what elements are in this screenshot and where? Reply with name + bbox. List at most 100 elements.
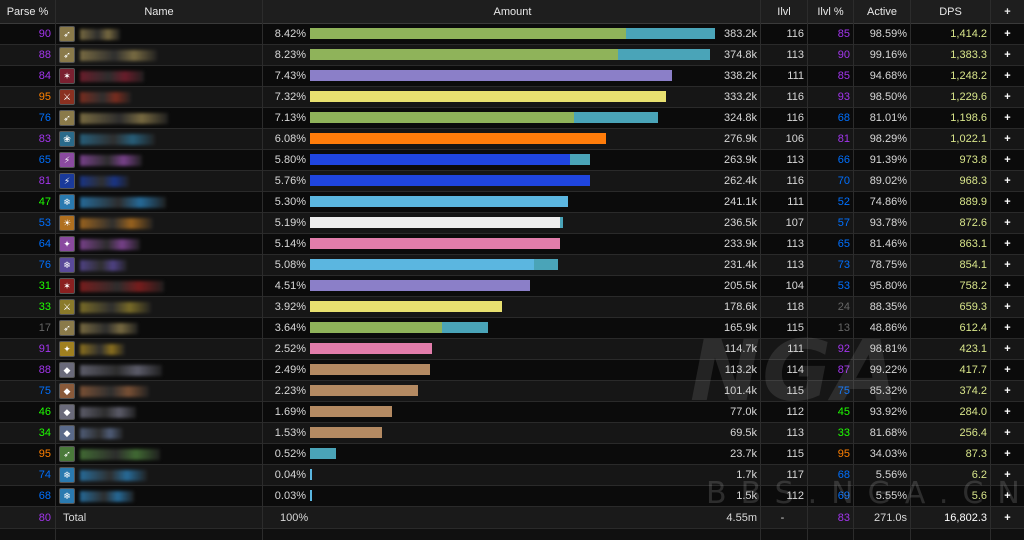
table-row[interactable]: 74 ❄ 0.04% 1.7k 117 68 5.56% 6.2 +	[0, 465, 1024, 486]
add-button[interactable]: +	[1004, 469, 1011, 481]
amount-bar	[310, 486, 715, 506]
amount-percent: 5.14%	[274, 238, 306, 250]
amount-value: 324.8k	[723, 112, 757, 124]
add-button[interactable]: +	[1004, 364, 1011, 376]
table-row[interactable]: 64 ✦ 5.14% 233.9k 113 65 81.46% 863.1 +	[0, 234, 1024, 255]
header-active[interactable]: Active	[867, 5, 897, 18]
add-button[interactable]: +	[1004, 238, 1011, 250]
player-name[interactable]: ❄	[56, 192, 262, 212]
add-button[interactable]: +	[1004, 91, 1011, 103]
add-button[interactable]: +	[1004, 490, 1011, 502]
add-button[interactable]: +	[1004, 49, 1011, 61]
player-name[interactable]: ◆	[56, 360, 262, 380]
table-row[interactable]: 76 ❄ 5.08% 231.4k 113 73 78.75% 854.1 +	[0, 255, 1024, 276]
add-button[interactable]: +	[1004, 259, 1011, 271]
player-name[interactable]: ❄	[56, 465, 262, 485]
add-button[interactable]: +	[1004, 280, 1011, 292]
table-row[interactable]: 34 ◆ 1.53% 69.5k 113 33 81.68% 256.4 +	[0, 423, 1024, 444]
add-button[interactable]: +	[1004, 322, 1011, 334]
player-name[interactable]: ➶	[56, 45, 262, 65]
add-button[interactable]: +	[1004, 301, 1011, 313]
amount-value: 262.4k	[723, 175, 757, 187]
player-name[interactable]: ➶	[56, 444, 262, 464]
table-row[interactable]: 65 ⚡ 5.80% 263.9k 113 66 91.39% 973.8 +	[0, 150, 1024, 171]
player-name[interactable]: ❄	[56, 486, 262, 506]
add-button[interactable]: +	[1004, 133, 1011, 145]
player-name[interactable]: ✦	[56, 339, 262, 359]
player-name[interactable]: ✶	[56, 66, 262, 86]
add-button[interactable]: +	[1004, 217, 1011, 229]
table-row[interactable]: 68 ❄ 0.03% 1.5k 112 69 5.55% 5.6 +	[0, 486, 1024, 507]
player-name[interactable]: ◆	[56, 402, 262, 422]
parse-percent: 83	[38, 133, 51, 145]
total-dps: 16,802.3	[944, 511, 987, 524]
player-name[interactable]: ➶	[56, 108, 262, 128]
table-row[interactable]: 91 ✦ 2.52% 114.7k 111 92 98.81% 423.1 +	[0, 339, 1024, 360]
add-button[interactable]: +	[1004, 448, 1011, 460]
add-button[interactable]: +	[1004, 175, 1011, 187]
header-name[interactable]: Name	[144, 5, 174, 18]
amount-bar-main	[310, 280, 530, 291]
header-parse[interactable]: Parse %	[6, 5, 49, 18]
player-name[interactable]: ❀	[56, 129, 262, 149]
player-name[interactable]: ➶	[56, 318, 262, 338]
table-row[interactable]: 95 ➶ 0.52% 23.7k 115 95 34.03% 87.3 +	[0, 444, 1024, 465]
table-row[interactable]: 53 ☀ 5.19% 236.5k 107 57 93.78% 872.6 +	[0, 213, 1024, 234]
player-name[interactable]: ✦	[56, 234, 262, 254]
table-row[interactable]: 75 ◆ 2.23% 101.4k 115 75 85.32% 374.2 +	[0, 381, 1024, 402]
amount-bar-pet	[618, 49, 710, 60]
table-row[interactable]: 46 ◆ 1.69% 77.0k 112 45 93.92% 284.0 +	[0, 402, 1024, 423]
table-row[interactable]: 88 ➶ 8.23% 374.8k 113 90 99.16% 1,383.3 …	[0, 45, 1024, 66]
parse-percent: 81	[38, 175, 51, 187]
table-row[interactable]: 81 ⚡ 5.76% 262.4k 116 70 89.02% 968.3 +	[0, 171, 1024, 192]
mage-icon: ❄	[59, 488, 75, 504]
amount-value: 77.0k	[730, 406, 757, 418]
active-time: 98.81%	[869, 343, 907, 355]
add-button[interactable]: +	[1004, 406, 1011, 418]
table-row[interactable]: 88 ◆ 2.49% 113.2k 114 87 99.22% 417.7 +	[0, 360, 1024, 381]
add-button[interactable]: +	[1004, 112, 1011, 124]
table-row[interactable]: 90 ➶ 8.42% 383.2k 116 85 98.59% 1,414.2 …	[0, 24, 1024, 45]
header-ilvl-pct[interactable]: Ilvl %	[817, 5, 844, 18]
player-name[interactable]: ◆	[56, 423, 262, 443]
table-row[interactable]: 76 ➶ 7.13% 324.8k 116 68 81.01% 1,198.6 …	[0, 108, 1024, 129]
amount-bar-pet	[560, 217, 563, 228]
player-name[interactable]: ◆	[56, 381, 262, 401]
table-row[interactable]: 84 ✶ 7.43% 338.2k 111 85 94.68% 1,248.2 …	[0, 66, 1024, 87]
player-name-obscured	[80, 28, 120, 40]
item-level: 114	[786, 364, 804, 376]
table-row[interactable]: 83 ❀ 6.08% 276.9k 106 81 98.29% 1,022.1 …	[0, 129, 1024, 150]
amount-percent: 7.13%	[274, 112, 306, 124]
add-button[interactable]: +	[1004, 154, 1011, 166]
player-name[interactable]: ⚡	[56, 171, 262, 191]
table-row[interactable]: 47 ❄ 5.30% 241.1k 111 52 74.86% 889.9 +	[0, 192, 1024, 213]
player-name[interactable]: ⚔	[56, 87, 262, 107]
player-name-obscured	[80, 469, 147, 481]
amount-percent: 1.69%	[274, 406, 306, 418]
player-name[interactable]: ☀	[56, 213, 262, 233]
add-button[interactable]: +	[1004, 385, 1011, 397]
table-row[interactable]: 33 ⚔ 3.92% 178.6k 118 24 88.35% 659.3 +	[0, 297, 1024, 318]
add-button[interactable]: +	[1004, 427, 1011, 439]
player-name[interactable]: ❄	[56, 255, 262, 275]
player-name[interactable]: ⚡	[56, 150, 262, 170]
amount-percent: 7.32%	[274, 91, 306, 103]
header-add-button[interactable]: +	[1004, 5, 1011, 18]
total-add-button[interactable]: +	[1004, 511, 1011, 524]
player-name[interactable]: ✶	[56, 276, 262, 296]
table-row[interactable]: 31 ✶ 4.51% 205.5k 104 53 95.80% 758.2 +	[0, 276, 1024, 297]
player-name[interactable]: ➶	[56, 24, 262, 44]
add-button[interactable]: +	[1004, 196, 1011, 208]
header-ilvl[interactable]: Ilvl	[777, 5, 791, 18]
player-name[interactable]: ⚔	[56, 297, 262, 317]
table-row[interactable]: 95 ⚔ 7.32% 333.2k 116 93 98.50% 1,229.6 …	[0, 87, 1024, 108]
add-button[interactable]: +	[1004, 343, 1011, 355]
dps-value: 284.0	[959, 406, 987, 418]
add-button[interactable]: +	[1004, 70, 1011, 82]
header-dps[interactable]: DPS	[939, 5, 962, 18]
item-level-percent: 87	[837, 364, 850, 376]
table-row[interactable]: 17 ➶ 3.64% 165.9k 115 13 48.86% 612.4 +	[0, 318, 1024, 339]
add-button[interactable]: +	[1004, 28, 1011, 40]
header-amount[interactable]: Amount	[493, 5, 532, 18]
